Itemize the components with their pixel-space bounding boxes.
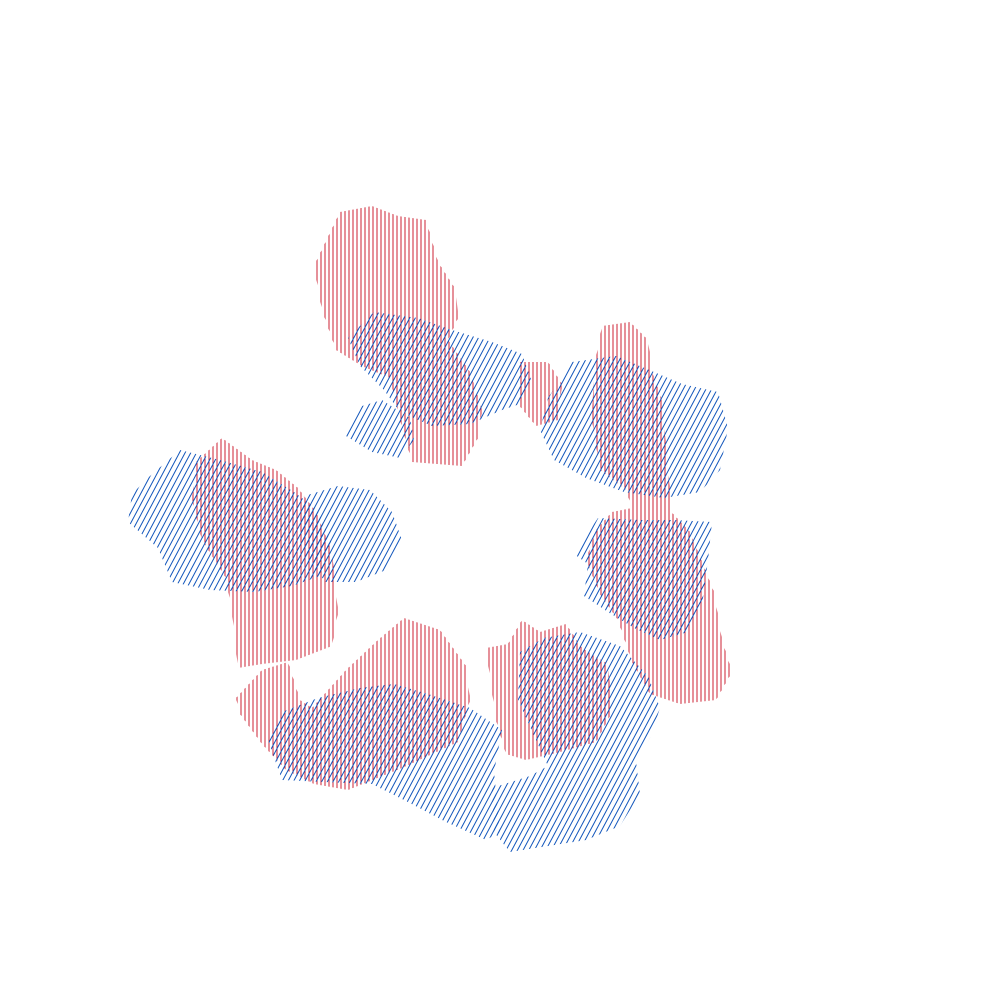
blue-diagonal-hatch-layer — [128, 312, 728, 852]
blue-blob-right-middle — [574, 518, 712, 640]
blue-blob-left — [128, 450, 332, 592]
blue-blob-left-secondary — [300, 486, 402, 582]
blue-blob-bottom-center — [492, 632, 660, 852]
blue-blob-top-small — [346, 400, 414, 458]
blue-blob-bottom-left — [268, 684, 502, 840]
blue-blob-top — [348, 312, 532, 426]
blue-blob-right-upper — [540, 356, 728, 498]
